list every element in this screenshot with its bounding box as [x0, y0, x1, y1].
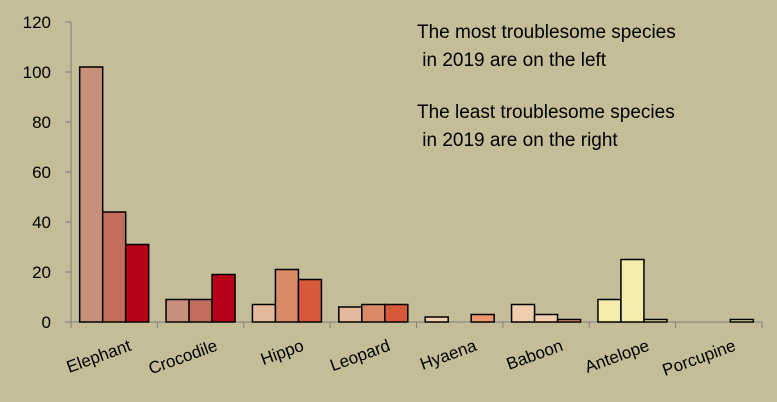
bar-hippo-s1: [251, 303, 277, 323]
bar-hippo-s3: [297, 278, 323, 323]
bar-crocodile-s1: [165, 298, 190, 323]
annotation-right-line-2: in 2019 are on the right: [417, 130, 618, 151]
bar-crocodile-s3: [211, 273, 236, 323]
bar-leopard-s2: [361, 303, 386, 323]
bar-elephant-s3: [124, 243, 150, 323]
annotation-left-line-2: in 2019 are on the left: [417, 50, 607, 71]
bar-hyaena-s3: [470, 313, 495, 323]
y-tick-label: 100: [23, 63, 51, 82]
y-tick-label: 120: [23, 13, 51, 32]
bar-antelope-s1: [597, 298, 622, 323]
bar-baboon-s1: [510, 303, 536, 323]
bar-leopard-s3: [384, 303, 409, 323]
bar-antelope-s3: [643, 318, 668, 323]
annotation-right-line-1: The least troublesome species: [417, 102, 675, 123]
annotation-left-line-1: The most troublesome species: [417, 22, 676, 43]
bar-leopard-s1: [338, 306, 363, 323]
y-tick-label: 60: [32, 163, 51, 182]
bar-elephant-s2: [101, 211, 127, 323]
y-tick-label: 40: [32, 213, 51, 232]
bar-hippo-s2: [274, 268, 300, 323]
bar-crocodile-s2: [188, 298, 213, 323]
bar-antelope-s2: [620, 258, 645, 323]
bar-baboon-s3: [556, 318, 582, 323]
y-tick-label: 20: [32, 263, 51, 282]
y-tick-label: 0: [42, 313, 51, 332]
bars: [78, 66, 755, 323]
bar-baboon-s2: [533, 313, 559, 323]
bar-elephant-s1: [78, 66, 104, 323]
bar-porcupine-s3: [729, 318, 755, 323]
y-tick-label: 80: [32, 113, 51, 132]
bar-hyaena-s1: [424, 316, 449, 323]
